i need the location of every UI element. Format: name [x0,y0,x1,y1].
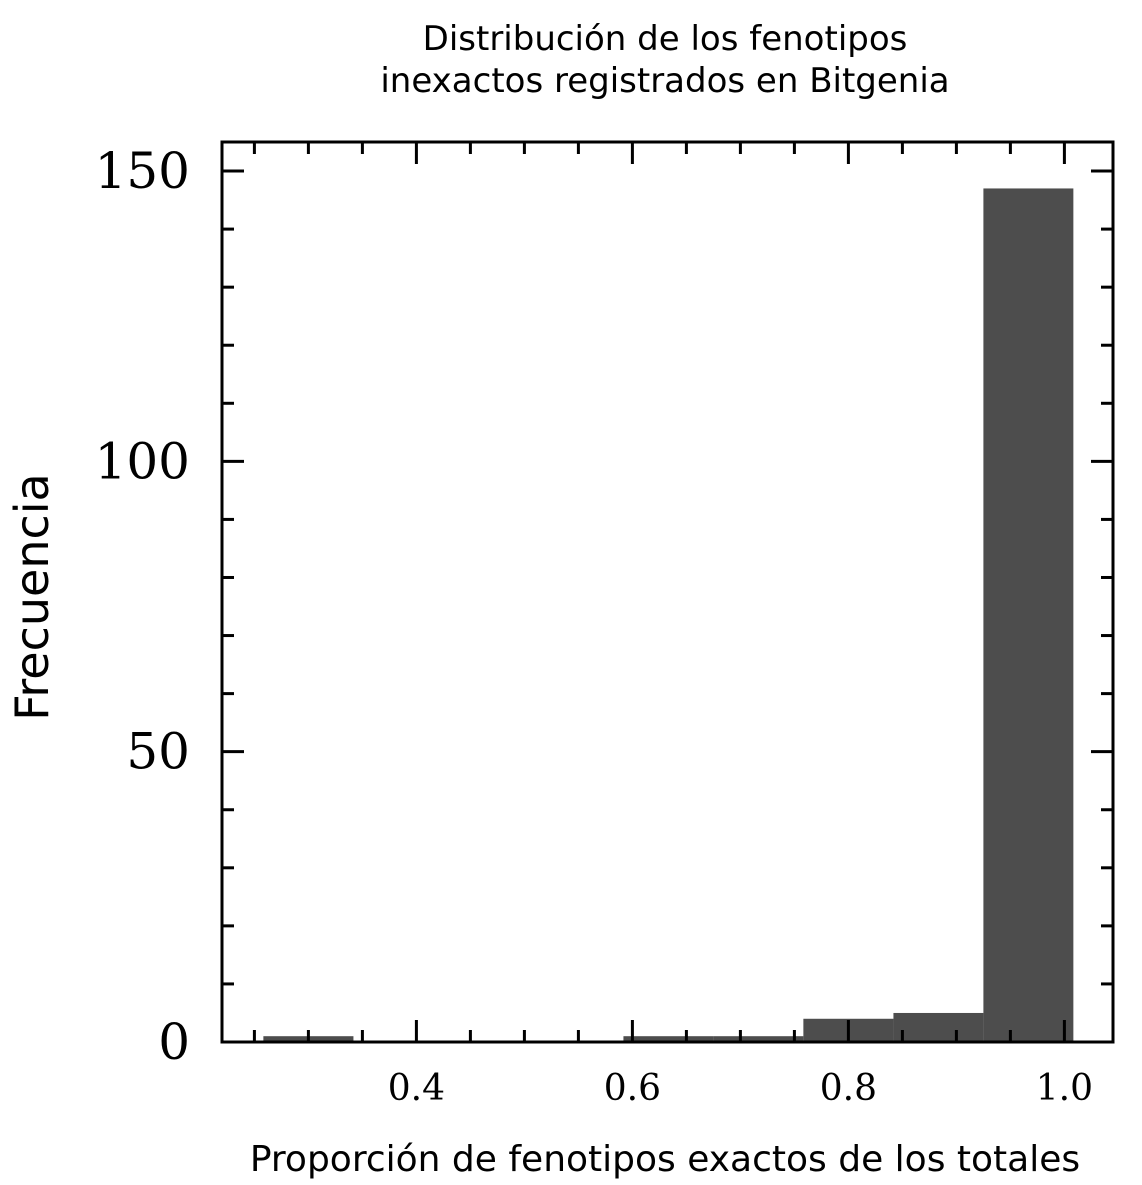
chart-title-line-2: inexactos registrados en Bitgenia [380,61,949,101]
y-tick-label: 50 [126,723,190,781]
axis-tick-labels: 0.4 0.6 0.8 1.0 0 50 100 150 [95,142,1093,1109]
x-tick-label: 0.4 [388,1068,445,1109]
histogram-bars [263,188,1074,1043]
x-tick-label: 0.6 [604,1068,661,1109]
plot-frame [220,140,1115,1044]
y-tick-label: 100 [95,432,190,490]
histogram-bar-8 [983,188,1074,1043]
histogram-bar-4 [623,1036,714,1042]
chart-title-line-1: Distribución de los fenotipos [423,19,908,59]
x-tick-label: 1.0 [1036,1068,1093,1109]
histogram-bar-7 [893,1012,984,1042]
y-axis-label: Frecuencia [5,473,59,720]
axis-ticks [222,142,1113,1044]
y-tick-label: 0 [158,1013,190,1071]
x-tick-label: 0.8 [820,1068,877,1109]
x-axis-label: Proporción de fenotipos exactos de los t… [250,1139,1080,1180]
y-tick-label: 150 [95,142,190,200]
histogram-bar-5 [713,1036,804,1042]
